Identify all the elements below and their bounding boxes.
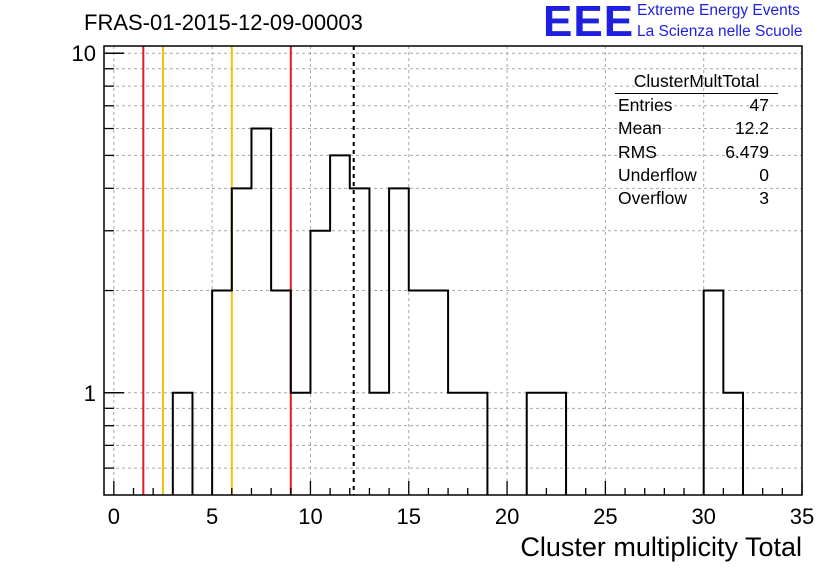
x-tick-label: 10 bbox=[298, 504, 322, 529]
x-tick-label: 25 bbox=[593, 504, 617, 529]
stats-title: ClusterMultTotal bbox=[615, 69, 778, 94]
stats-row: Entries 47 bbox=[613, 94, 778, 117]
logo-line-1: Extreme Energy Events bbox=[637, 2, 800, 19]
x-tick-label: 0 bbox=[108, 504, 120, 529]
histogram-bar bbox=[212, 291, 232, 495]
plot-frame bbox=[103, 45, 803, 496]
stats-label: Mean bbox=[618, 118, 662, 139]
stats-value: 47 bbox=[749, 95, 769, 115]
stats-value: 3 bbox=[759, 188, 769, 209]
histogram-bar bbox=[428, 291, 448, 495]
stats-value: 6.479 bbox=[725, 141, 769, 162]
chart-title: FRAS-01-2015-12-09-00003 bbox=[84, 10, 363, 35]
stats-value: 0 bbox=[759, 164, 769, 185]
stats-label: Entries bbox=[618, 95, 673, 115]
x-axis-label: Cluster multiplicity Total bbox=[520, 532, 802, 562]
histogram-outline bbox=[171, 127, 745, 495]
stats-label: Overflow bbox=[618, 188, 688, 209]
x-tick-label: 35 bbox=[790, 504, 814, 529]
histogram-bar bbox=[330, 155, 350, 495]
y-tick-label: 1 bbox=[84, 381, 96, 406]
eee-logo: EEE bbox=[543, 0, 635, 46]
histogram-series bbox=[171, 127, 745, 495]
histogram-bar bbox=[310, 231, 330, 495]
histogram-bar bbox=[232, 188, 252, 495]
stats-label: Underflow bbox=[618, 164, 697, 185]
stats-box: ClusterMultTotal Entries 47 Mean 12.2 RM… bbox=[613, 69, 778, 210]
histogram-bar bbox=[291, 393, 311, 495]
x-tick-label: 20 bbox=[495, 504, 519, 529]
x-tick-label: 15 bbox=[397, 504, 421, 529]
logo-line-2: La Scienza nelle Scuole bbox=[637, 23, 803, 40]
stats-row: Underflow 0 bbox=[613, 164, 778, 187]
axes bbox=[103, 45, 803, 496]
histogram-bar bbox=[251, 129, 271, 495]
stats-row: Overflow 3 bbox=[613, 187, 778, 210]
x-tick-label: 30 bbox=[691, 504, 715, 529]
stats-value: 12.2 bbox=[734, 118, 769, 139]
threshold-lines bbox=[142, 46, 355, 495]
y-tick-label: 10 bbox=[72, 41, 96, 66]
stats-label: RMS bbox=[618, 141, 657, 162]
histogram-bar bbox=[389, 188, 409, 495]
stats-row: RMS 6.479 bbox=[613, 141, 778, 164]
stats-row: Mean 12.2 bbox=[613, 117, 778, 140]
x-tick-label: 5 bbox=[206, 504, 218, 529]
